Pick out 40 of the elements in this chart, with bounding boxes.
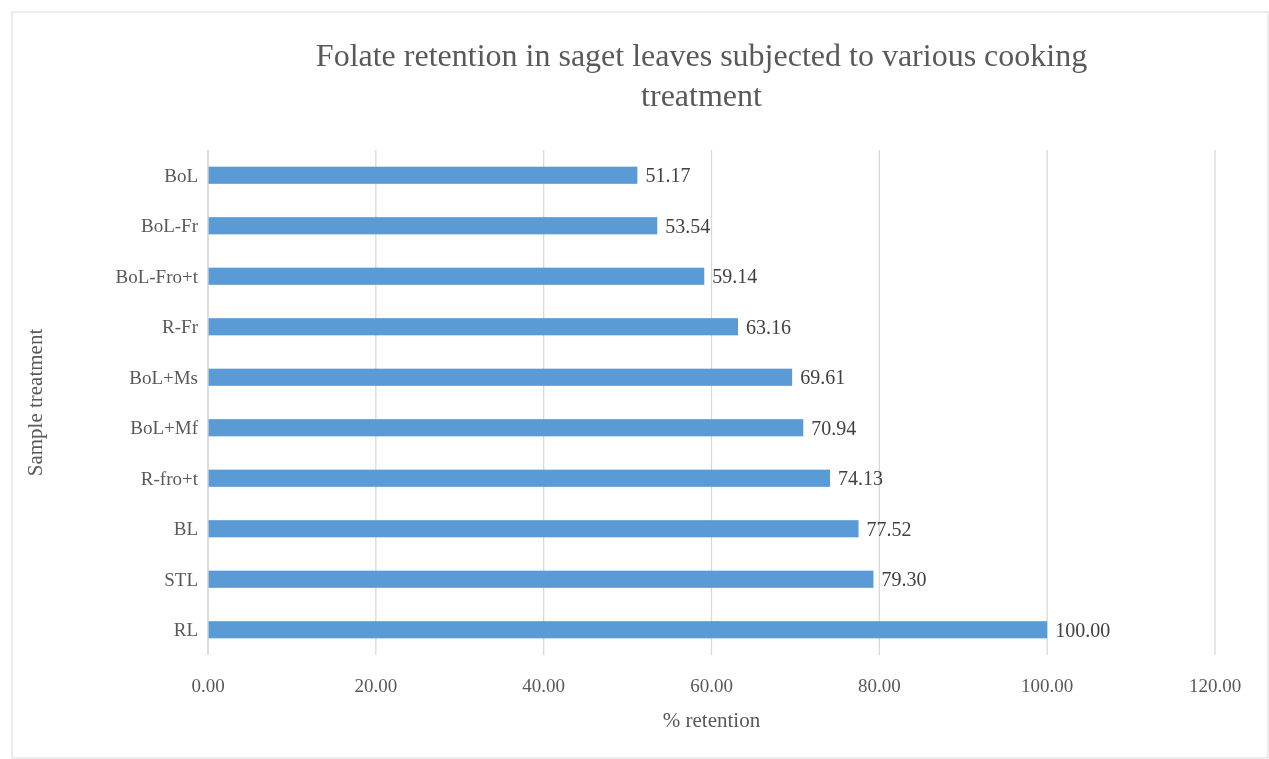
x-tick-label: 120.00: [1188, 675, 1242, 696]
y-axis-title: Sample treatment: [23, 328, 47, 477]
y-tick-label: BoL+Ms: [129, 366, 198, 388]
bar: [208, 570, 874, 588]
x-axis-title: % retention: [662, 708, 761, 732]
bar: [208, 469, 831, 487]
data-label: 100.00: [1055, 618, 1111, 641]
data-label: 63.16: [746, 315, 792, 338]
data-label: 51.17: [645, 164, 691, 187]
bar: [208, 520, 859, 538]
bar: [208, 217, 658, 235]
data-label: 79.30: [881, 568, 927, 591]
chart-title: Folate retention in saget leaves subjected to various cooking treatment: [315, 37, 1088, 113]
data-label: 53.54: [665, 214, 711, 237]
y-tick-label: BL: [173, 518, 198, 540]
x-tick-label: 100.00: [1021, 675, 1074, 696]
bar: [208, 166, 638, 184]
y-tick-label: BoL: [164, 164, 198, 186]
x-tick-label: 40.00: [522, 675, 566, 696]
y-tick-label: RL: [173, 619, 198, 641]
y-tick-label: R-Fr: [162, 316, 199, 338]
y-tick-label: BoL+Mf: [130, 417, 199, 439]
y-tick-label: BoL-Fro+t: [115, 265, 199, 287]
data-label: 77.52: [866, 517, 912, 540]
y-tick-label: R-fro+t: [140, 467, 199, 489]
x-tick-label: 20.00: [354, 675, 398, 696]
x-tick-label: 60.00: [690, 675, 733, 696]
bar: [208, 267, 705, 285]
bar: [208, 621, 1048, 639]
x-tick-label: 0.00: [191, 675, 225, 696]
data-label: 69.61: [800, 366, 846, 389]
data-label: 74.13: [838, 467, 884, 490]
data-label: 59.14: [712, 265, 758, 288]
y-tick-label: STL: [164, 568, 198, 590]
x-tick-label: 80.00: [857, 675, 901, 696]
bar: [208, 318, 739, 336]
y-tick-label: BoL-Fr: [141, 215, 199, 237]
data-label: 70.94: [811, 416, 857, 439]
bar: [208, 368, 793, 386]
bar: [208, 419, 804, 437]
